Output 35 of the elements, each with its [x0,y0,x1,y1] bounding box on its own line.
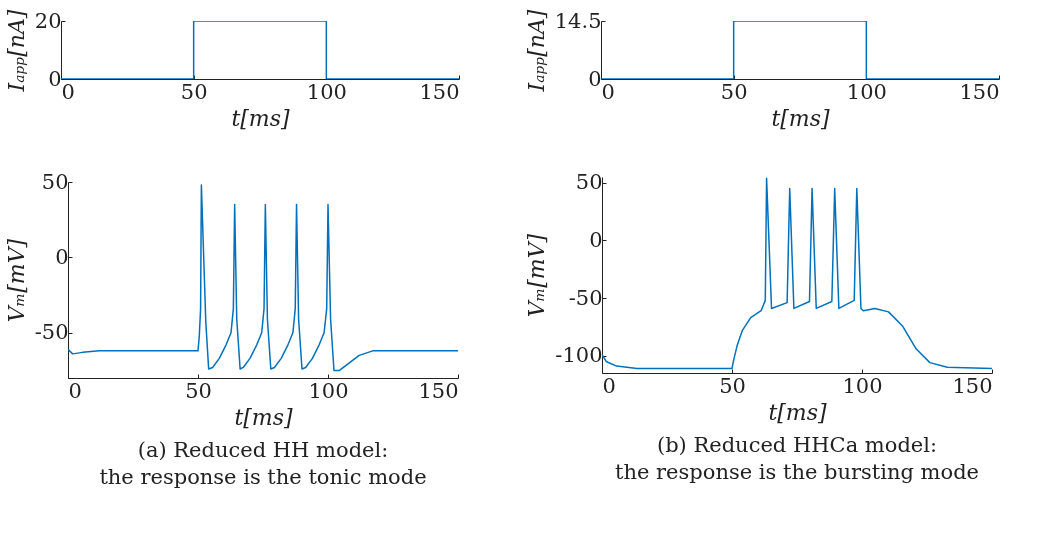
x-tick-label: 50 [720,79,748,104]
x-axis-title: t[ms] [231,105,290,131]
y-tick-label: 50 [575,170,603,195]
y-axis-title: Iₐₚₚ[nA] [3,9,29,93]
x-tick-label: 50 [180,79,208,104]
x-tick-label: 150 [952,373,993,398]
x-axis-title: t[ms] [768,399,827,425]
y-tick-label: 0 [55,244,69,269]
x-tick-label: 50 [719,373,746,398]
y-tick-label: 14.5 [554,8,602,33]
y-tick-label: -50 [34,320,69,345]
y-axis-title: Vₘ[mV] [524,233,550,318]
x-tick-label: 50 [185,378,212,403]
line-series [68,184,458,372]
y-axis-title: Vₘ[mV] [3,238,29,323]
x-tick-label: 150 [419,79,460,104]
y-tick-label: 20 [34,8,62,33]
x-tick-label: 100 [308,378,349,403]
line-series [602,177,992,370]
text: the response is the tonic mode [99,465,427,489]
y-tick-label: 0 [589,227,603,252]
y-tick-label: -50 [568,285,603,310]
x-tick-label: 100 [842,373,883,398]
x-tick-label: 100 [846,79,887,104]
y-tick-label: -100 [555,343,603,368]
x-tick-label: 150 [418,378,459,403]
x-axis-title: t[ms] [234,404,293,430]
x-axis-title: t[ms] [771,105,830,131]
text: (a) Reduced HH model: [137,438,389,462]
y-tick-label: 50 [41,169,69,194]
x-tick-label: 100 [306,79,347,104]
text: (b) Reduced HHCa model: [656,433,938,457]
y-axis-title: Iₐₚₚ[nA] [523,9,549,93]
x-tick-label: 150 [959,79,1000,104]
text: the response is the bursting mode [614,460,980,484]
